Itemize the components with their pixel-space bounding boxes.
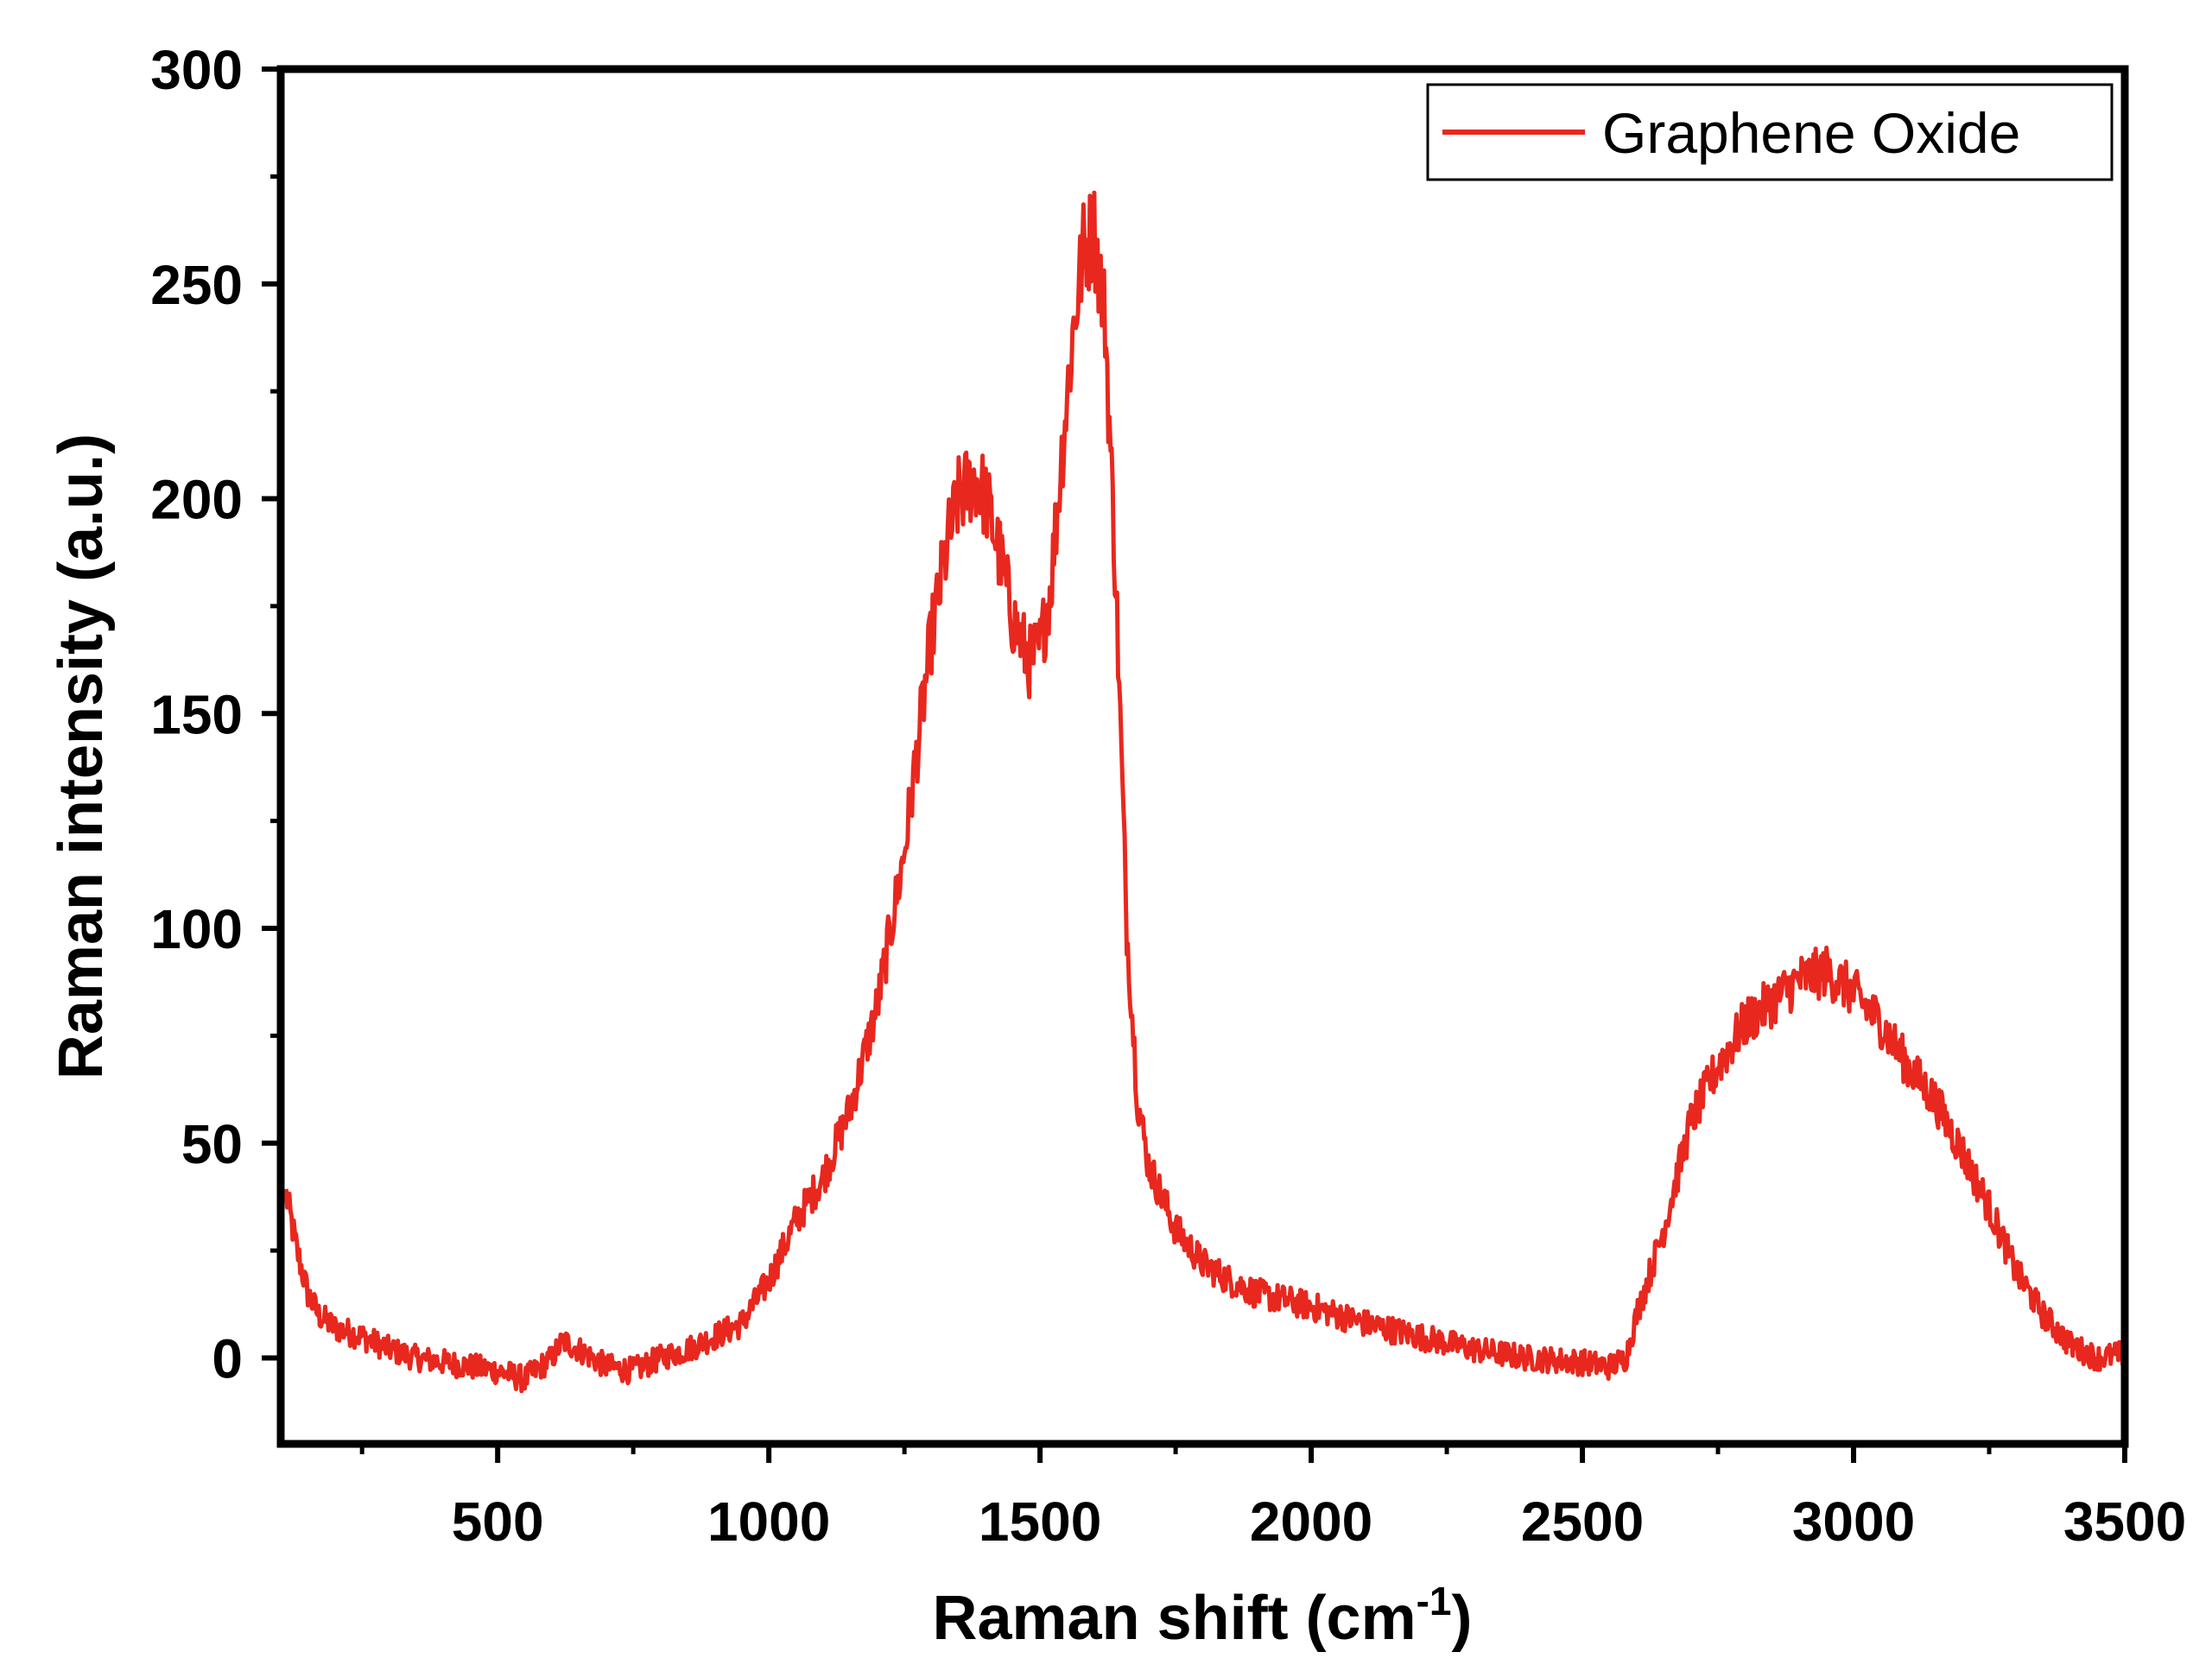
x-tick-label: 1500 — [979, 1491, 1101, 1553]
x-axis-title-superscript: -1 — [1417, 1579, 1452, 1624]
x-axis-title-close: ) — [1452, 1584, 1473, 1653]
x-tick-labels: 500 1000 1500 2000 2500 3000 3500 — [452, 1491, 2186, 1553]
y-tick-label: 50 — [181, 1113, 243, 1175]
y-tick-label: 100 — [150, 898, 243, 960]
y-tick-label: 300 — [150, 39, 243, 101]
x-tick-label: 3000 — [1792, 1491, 1915, 1553]
x-axis-title: Raman shift (cm-1) — [933, 1579, 1473, 1653]
x-tick-label: 500 — [452, 1491, 544, 1553]
legend-label: Graphene Oxide — [1602, 101, 2020, 165]
series-line-graphene-oxide — [283, 190, 2127, 1394]
y-tick-label: 0 — [212, 1328, 243, 1390]
series-group — [283, 190, 2127, 1394]
plot-frame — [276, 65, 2129, 1448]
x-tick-label: 2000 — [1250, 1491, 1372, 1553]
y-tick-label: 150 — [150, 683, 243, 745]
x-tick-label: 3500 — [2063, 1491, 2186, 1553]
y-tick-label: 200 — [150, 469, 243, 531]
x-axis-title-main: Raman shift (cm — [933, 1584, 1417, 1653]
x-tick-label: 2500 — [1521, 1491, 1644, 1553]
y-axis-title: Raman intensity (a.u.) — [47, 434, 116, 1079]
x-tick-label: 1000 — [707, 1491, 830, 1553]
y-tick-labels: 0 50 100 150 200 250 300 — [150, 39, 243, 1390]
y-tick-label: 250 — [150, 254, 243, 316]
legend: Graphene Oxide — [1426, 83, 2114, 181]
